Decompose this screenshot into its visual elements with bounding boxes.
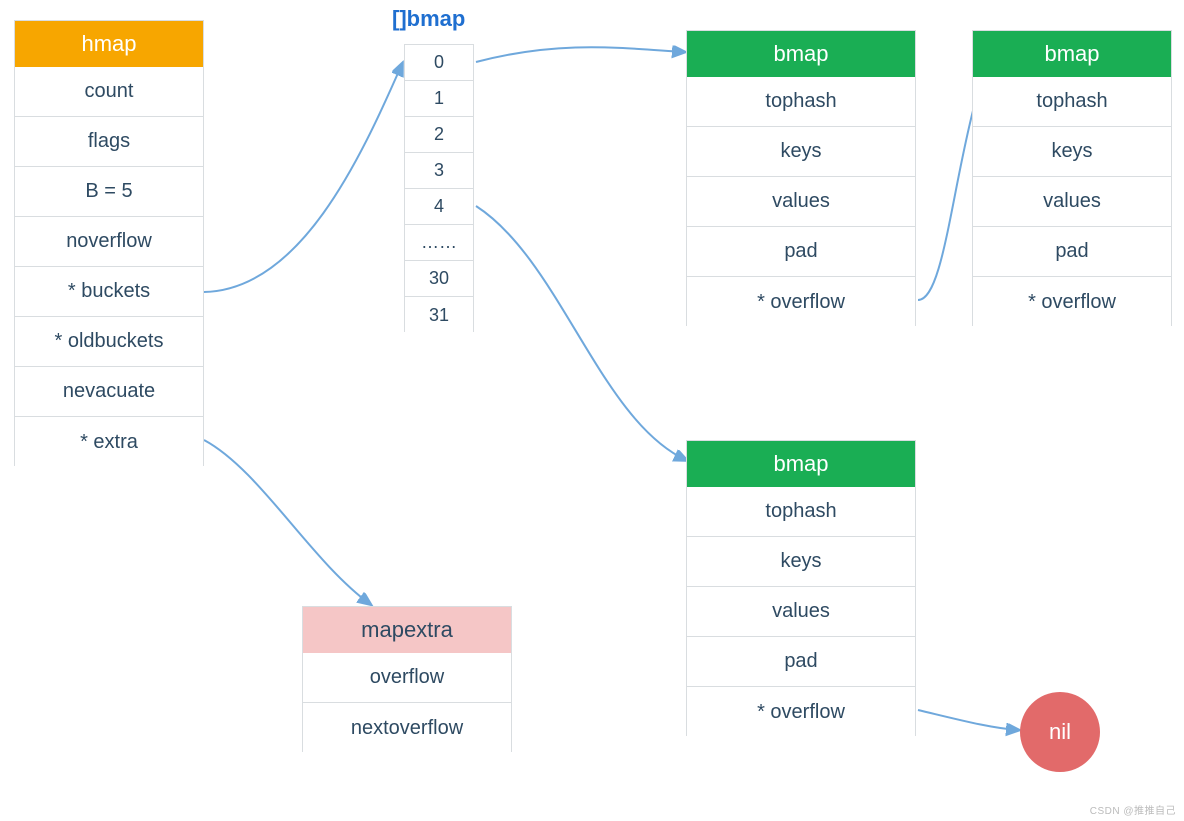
bmap2-field: keys <box>973 127 1171 177</box>
bmap-array-cell: 3 <box>405 153 473 189</box>
bmap2-field: pad <box>973 227 1171 277</box>
hmap-field: * extra <box>15 417 203 467</box>
arrow-bmap3-overflow-to-nil <box>918 710 1018 730</box>
bmap-array-cell: …… <box>405 225 473 261</box>
hmap-field: B = 5 <box>15 167 203 217</box>
bmap2-header: bmap <box>973 31 1171 77</box>
mapextra-header: mapextra <box>303 607 511 653</box>
bmap-struct-2: bmaptophashkeysvaluespad* overflow <box>972 30 1172 326</box>
arrow-extra-to-mapextra <box>204 440 370 604</box>
hmap-field: flags <box>15 117 203 167</box>
hmap-field: count <box>15 67 203 117</box>
mapextra-field: overflow <box>303 653 511 703</box>
bmap3-header: bmap <box>687 441 915 487</box>
bmap2-field: tophash <box>973 77 1171 127</box>
mapextra-struct: mapextraoverflownextoverflow <box>302 606 512 752</box>
hmap-struct: hmapcountflagsB = 5noverflow* buckets* o… <box>14 20 204 466</box>
bmap-array-cell: 30 <box>405 261 473 297</box>
bmap-array-cell: 0 <box>405 45 473 81</box>
bmap3-field: pad <box>687 637 915 687</box>
hmap-field: * oldbuckets <box>15 317 203 367</box>
bmap-array: 01234……3031 <box>404 44 474 332</box>
hmap-field: * buckets <box>15 267 203 317</box>
bmap2-field: * overflow <box>973 277 1171 327</box>
bmap1-header: bmap <box>687 31 915 77</box>
bmap1-field: pad <box>687 227 915 277</box>
bmap1-field: * overflow <box>687 277 915 327</box>
bmap3-field: * overflow <box>687 687 915 737</box>
bmap-array-cell: 4 <box>405 189 473 225</box>
mapextra-field: nextoverflow <box>303 703 511 753</box>
hmap-header: hmap <box>15 21 203 67</box>
bmap1-field: values <box>687 177 915 227</box>
arrow-array0-to-bmap1 <box>476 47 684 62</box>
watermark: CSDN @推推自己 <box>1090 802 1176 817</box>
bmap-array-cell: 2 <box>405 117 473 153</box>
bmap2-field: values <box>973 177 1171 227</box>
bmap1-field: keys <box>687 127 915 177</box>
arrow-array4-to-bmap3 <box>476 206 686 460</box>
bmap-array-cell: 1 <box>405 81 473 117</box>
bmap-struct-3: bmaptophashkeysvaluespad* overflow <box>686 440 916 736</box>
nil-terminator: nil <box>1020 692 1100 772</box>
arrow-buckets-to-array <box>204 64 402 292</box>
hmap-field: nevacuate <box>15 367 203 417</box>
bmap-array-label: []bmap <box>392 6 465 32</box>
bmap-array-cell: 31 <box>405 297 473 333</box>
bmap3-field: values <box>687 587 915 637</box>
hmap-field: noverflow <box>15 217 203 267</box>
bmap1-field: tophash <box>687 77 915 127</box>
bmap-struct-1: bmaptophashkeysvaluespad* overflow <box>686 30 916 326</box>
bmap3-field: tophash <box>687 487 915 537</box>
nil-label: nil <box>1049 719 1071 745</box>
bmap3-field: keys <box>687 537 915 587</box>
